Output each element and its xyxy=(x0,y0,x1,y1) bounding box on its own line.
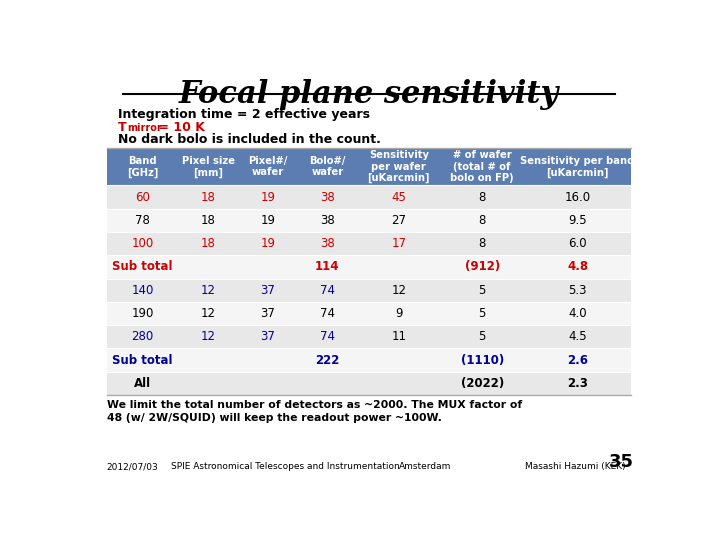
Text: 4.0: 4.0 xyxy=(568,307,587,320)
Text: 16.0: 16.0 xyxy=(564,191,590,204)
Text: 2.6: 2.6 xyxy=(567,354,588,367)
Text: 12: 12 xyxy=(201,284,215,296)
Text: (2022): (2022) xyxy=(461,377,504,390)
Text: 37: 37 xyxy=(260,307,275,320)
Text: 37: 37 xyxy=(260,284,275,296)
Text: (1110): (1110) xyxy=(461,354,504,367)
Text: 140: 140 xyxy=(131,284,153,296)
Bar xyxy=(107,325,631,348)
Bar xyxy=(107,232,631,255)
Text: 280: 280 xyxy=(131,330,153,343)
Text: 8: 8 xyxy=(479,237,486,250)
Text: 222: 222 xyxy=(315,354,339,367)
Text: Sensitivity
per wafer
[uKarcmin]: Sensitivity per wafer [uKarcmin] xyxy=(367,150,430,184)
Text: Pixel#/
wafer: Pixel#/ wafer xyxy=(248,156,287,178)
Text: Sub total: Sub total xyxy=(112,260,173,273)
Text: Bolo#/
wafer: Bolo#/ wafer xyxy=(309,156,346,178)
Text: # of wafer
(total # of
bolo on FP): # of wafer (total # of bolo on FP) xyxy=(451,150,514,183)
Text: 9: 9 xyxy=(395,307,402,320)
Bar xyxy=(107,372,631,395)
Text: 60: 60 xyxy=(135,191,150,204)
Bar xyxy=(107,302,631,325)
Text: (912): (912) xyxy=(464,260,500,273)
Text: 2.3: 2.3 xyxy=(567,377,588,390)
Text: No dark bolo is included in the count.: No dark bolo is included in the count. xyxy=(118,133,381,146)
Text: 6.0: 6.0 xyxy=(568,237,587,250)
Text: 17: 17 xyxy=(391,237,406,250)
Text: 45: 45 xyxy=(392,191,406,204)
Text: 37: 37 xyxy=(260,330,275,343)
Text: 35: 35 xyxy=(609,454,634,471)
Text: 5: 5 xyxy=(479,284,486,296)
Text: 11: 11 xyxy=(391,330,406,343)
Text: Band
[GHz]: Band [GHz] xyxy=(127,156,158,178)
Text: 8: 8 xyxy=(479,191,486,204)
Text: 4.8: 4.8 xyxy=(567,260,588,273)
Bar xyxy=(107,148,631,185)
Text: 74: 74 xyxy=(320,330,335,343)
Text: 2012/07/03: 2012/07/03 xyxy=(107,462,158,471)
Text: 5.3: 5.3 xyxy=(568,284,587,296)
Text: 18: 18 xyxy=(201,237,215,250)
Text: 4.5: 4.5 xyxy=(568,330,587,343)
Text: 38: 38 xyxy=(320,191,335,204)
Text: We limit the total number of detectors as ~2000. The MUX factor of
48 (w/ 2W/SQU: We limit the total number of detectors a… xyxy=(107,400,522,423)
Text: Integration time = 2 effective years: Integration time = 2 effective years xyxy=(118,109,370,122)
Text: 9.5: 9.5 xyxy=(568,214,587,227)
Text: 18: 18 xyxy=(201,191,215,204)
Text: Amsterdam: Amsterdam xyxy=(399,462,451,471)
Text: = 10 K: = 10 K xyxy=(153,121,204,134)
Text: Sensitivity per band
[uKarcmin]: Sensitivity per band [uKarcmin] xyxy=(521,156,635,178)
Text: Pixel size
[mm]: Pixel size [mm] xyxy=(181,156,235,178)
Bar xyxy=(107,255,631,279)
Text: 19: 19 xyxy=(260,191,275,204)
Text: 74: 74 xyxy=(320,307,335,320)
Text: 12: 12 xyxy=(201,307,215,320)
Text: 12: 12 xyxy=(201,330,215,343)
Text: All: All xyxy=(134,377,151,390)
Text: 74: 74 xyxy=(320,284,335,296)
Text: 5: 5 xyxy=(479,307,486,320)
Text: 100: 100 xyxy=(131,237,153,250)
Text: T: T xyxy=(118,121,127,134)
Text: 18: 18 xyxy=(201,214,215,227)
Text: Focal plane sensitivity: Focal plane sensitivity xyxy=(179,79,559,110)
Text: 78: 78 xyxy=(135,214,150,227)
Bar xyxy=(107,348,631,372)
Text: 8: 8 xyxy=(479,214,486,227)
Text: 19: 19 xyxy=(260,237,275,250)
Text: Masashi Hazumi (KEK): Masashi Hazumi (KEK) xyxy=(526,462,626,471)
Text: Sub total: Sub total xyxy=(112,354,173,367)
Text: 38: 38 xyxy=(320,237,335,250)
Bar xyxy=(107,208,631,232)
Bar xyxy=(107,185,631,208)
Bar xyxy=(107,279,631,302)
Text: 27: 27 xyxy=(391,214,406,227)
Text: 5: 5 xyxy=(479,330,486,343)
Text: 114: 114 xyxy=(315,260,340,273)
Text: 38: 38 xyxy=(320,214,335,227)
Text: mirror: mirror xyxy=(127,123,161,133)
Text: 12: 12 xyxy=(391,284,406,296)
Text: 190: 190 xyxy=(131,307,153,320)
Text: SPIE Astronomical Telescopes and Instrumentation: SPIE Astronomical Telescopes and Instrum… xyxy=(171,462,400,471)
Text: 19: 19 xyxy=(260,214,275,227)
